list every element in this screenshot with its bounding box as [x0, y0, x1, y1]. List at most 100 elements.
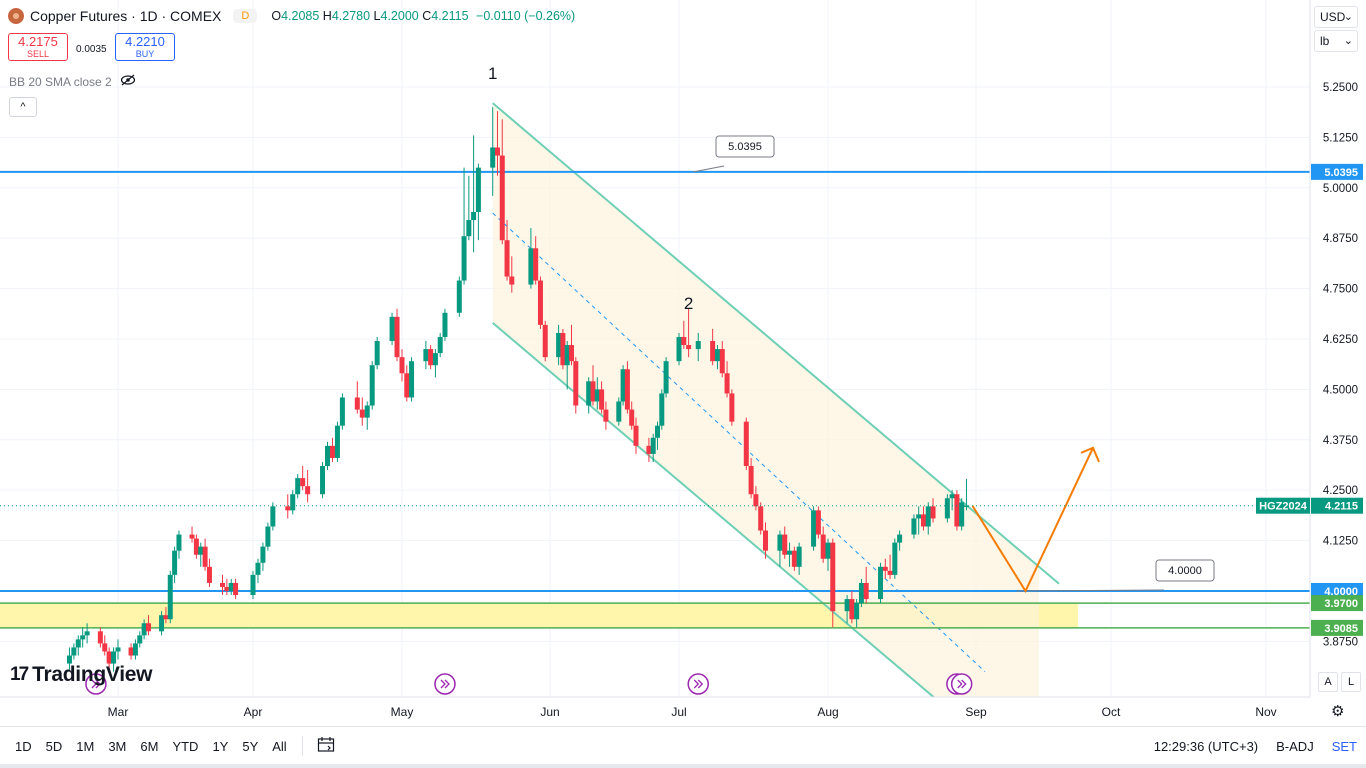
high-label: H [322, 9, 332, 23]
candle-body [719, 349, 725, 374]
candle-body [141, 623, 147, 636]
close-label: C [422, 9, 432, 23]
last-price-label: 4.2115 [1325, 501, 1358, 513]
candle-body [456, 280, 462, 313]
candle-body [564, 345, 570, 366]
wave-label: 1 [488, 64, 497, 83]
price-tick-label: 4.6250 [1323, 334, 1358, 346]
candle-body [586, 381, 592, 406]
candle-body [159, 615, 165, 632]
price-tick-label: 4.1250 [1323, 536, 1358, 548]
level-price-label: 3.9700 [1324, 598, 1358, 610]
callout-pointer [693, 165, 725, 173]
close-value: 4.2115 [431, 9, 469, 23]
candle-body [787, 550, 793, 555]
high-value: 4.2780 [331, 9, 371, 23]
level-price-tag [1311, 583, 1363, 599]
range-button-1d[interactable]: 1D [15, 738, 32, 754]
candle-body [354, 397, 360, 410]
range-button-5y[interactable]: 5Y [242, 738, 259, 754]
buy-button[interactable]: 4.2210 BUY [115, 33, 175, 61]
chevron-up-icon: ^ [20, 101, 26, 113]
candle-body [394, 316, 400, 358]
auto-scale-button[interactable]: A [1318, 672, 1338, 692]
candle-body [573, 361, 579, 406]
candle-body [655, 425, 660, 438]
candle-body [949, 494, 955, 499]
candle-body [533, 248, 539, 281]
candle-body [791, 550, 797, 567]
candle-body [260, 546, 266, 563]
candle-body [509, 276, 515, 285]
range-button-ytd[interactable]: YTD [172, 738, 199, 754]
tradingview-logo[interactable]: 17 TradingView [10, 663, 152, 687]
candle-body [404, 373, 410, 398]
time-tick-label: Jun [540, 705, 559, 719]
range-button-3m[interactable]: 3M [108, 738, 127, 754]
candle-body [115, 647, 121, 652]
candlestick-series [66, 107, 969, 672]
time-tick-label: May [391, 705, 414, 719]
candle-body [228, 582, 234, 591]
sell-price: 4.2175 [18, 34, 58, 49]
collapse-legend-button[interactable]: ^ [9, 97, 37, 117]
symbol-title[interactable]: Copper Futures · 1D · COMEX [30, 8, 222, 24]
clock-time[interactable]: 12:29:36 (UTC+3) [1153, 738, 1259, 754]
candle-body [128, 647, 134, 656]
candle-body [176, 534, 182, 551]
delay-badge[interactable]: D [233, 9, 258, 23]
chevron-down-icon: ⌄ [1343, 35, 1353, 47]
candle-body [364, 405, 370, 418]
candle-body [624, 369, 630, 410]
candle-body [163, 615, 169, 620]
range-button-1y[interactable]: 1Y [212, 738, 229, 754]
candle-body [863, 582, 869, 600]
sell-button[interactable]: 4.2175 SELL [8, 33, 68, 61]
symbol-tag [1256, 497, 1310, 514]
candle-body [189, 534, 195, 539]
candle-body [224, 586, 230, 591]
candle-body [198, 546, 204, 555]
channel-fill [492, 103, 1039, 726]
candle-body [710, 341, 716, 362]
sell-label: SELL [26, 49, 50, 59]
candle-body [504, 240, 510, 277]
eye-crossed-icon[interactable] [120, 74, 136, 89]
candle-body [265, 526, 271, 547]
range-button-5d[interactable]: 5D [45, 738, 63, 754]
candle-body [471, 211, 477, 221]
calendar-icon[interactable] [311, 736, 341, 757]
candle-body [729, 393, 735, 422]
candle-body [206, 566, 212, 583]
candle-body [528, 248, 534, 285]
settlement-toggle[interactable]: SET [1331, 738, 1357, 754]
range-button-all[interactable]: All [272, 738, 287, 754]
candle-body [724, 373, 730, 394]
unit-select[interactable]: lb ⌄ [1314, 30, 1358, 52]
unit-value: lb [1320, 34, 1330, 48]
time-tick-label: Jul [671, 705, 686, 719]
callout-pointer [1016, 589, 1165, 592]
indicator-legend[interactable]: BB 20 SMA close 2 [9, 74, 136, 89]
candle-body [537, 280, 543, 325]
candle-body [590, 381, 596, 402]
price-tick-label: 4.2500 [1323, 485, 1358, 497]
back-adjust-toggle[interactable]: B-ADJ [1276, 738, 1314, 754]
event-arrow-icon [91, 679, 101, 689]
time-tick-label: Sep [965, 705, 987, 719]
price-tick-label: 4.5000 [1323, 384, 1358, 396]
currency-select[interactable]: USD ⌄ [1314, 6, 1358, 28]
ohlc-values: O4.2085 H4.2780 L4.2000 C4.2115 −0.0110 … [271, 9, 575, 23]
candle-body [220, 582, 226, 587]
range-button-1m[interactable]: 1M [76, 738, 95, 754]
candle-body [743, 421, 749, 467]
price-tick-label: 3.8750 [1323, 636, 1358, 648]
event-arrow-icon [440, 679, 450, 689]
candle-body [925, 506, 931, 527]
range-button-6m[interactable]: 6M [140, 738, 159, 754]
settings-gear-icon[interactable]: ⚙ [1331, 703, 1345, 720]
candle-body [714, 349, 720, 362]
candle-body [858, 582, 864, 604]
log-scale-button[interactable]: L [1341, 672, 1361, 692]
